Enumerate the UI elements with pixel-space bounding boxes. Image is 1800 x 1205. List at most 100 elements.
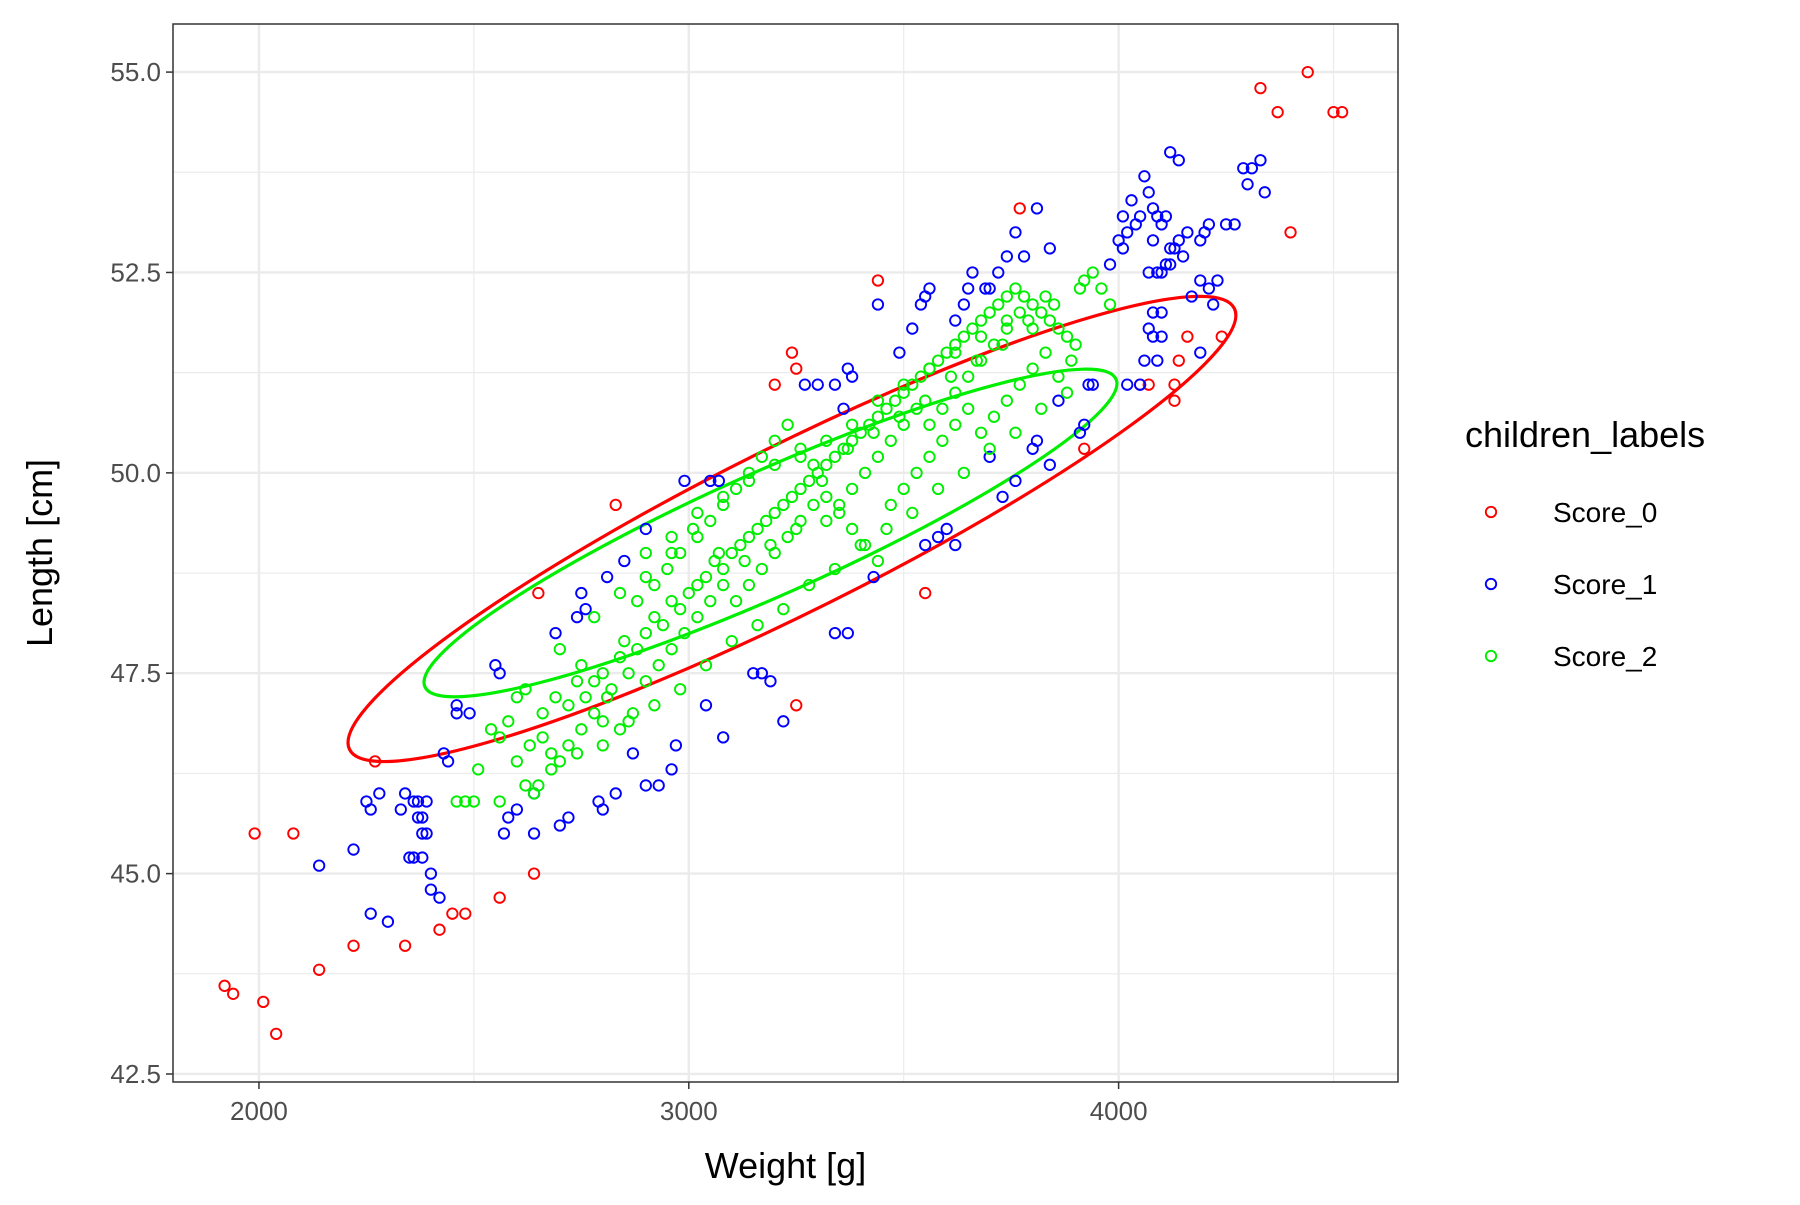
point-score-2	[738, 554, 751, 568]
point-score-1	[562, 811, 575, 824]
point-score-2	[656, 618, 670, 632]
point-score-2	[502, 715, 515, 728]
point-score-0	[790, 699, 803, 712]
point-score-1	[1000, 250, 1014, 263]
point-score-1	[1237, 162, 1250, 175]
point-score-0	[1271, 106, 1284, 119]
y-tick-label: 47.5	[110, 658, 161, 688]
point-score-1	[747, 667, 760, 680]
point-score-2	[1069, 338, 1082, 351]
x-tick-label: 4000	[1090, 1096, 1148, 1126]
point-score-2	[1039, 290, 1052, 303]
point-score-1	[416, 827, 429, 840]
point-score-2	[652, 659, 665, 672]
point-score-1	[1146, 234, 1160, 247]
point-score-2	[992, 298, 1005, 311]
point-score-1	[1185, 290, 1198, 303]
point-score-1	[312, 859, 326, 872]
point-score-2	[618, 635, 631, 648]
point-score-2	[704, 594, 717, 608]
point-score-2	[648, 578, 661, 592]
point-score-2	[962, 370, 975, 383]
point-score-1	[983, 450, 996, 463]
point-score-2	[691, 578, 704, 592]
point-score-1	[1172, 234, 1185, 247]
point-score-1	[1082, 378, 1095, 391]
point-score-0	[768, 378, 781, 391]
legend-key-score-2	[1484, 649, 1498, 663]
grid-layer	[173, 24, 1398, 1082]
point-score-2	[841, 442, 854, 455]
point-score-2	[459, 795, 472, 808]
axis-layer: 2000 3000 4000 42.5 45.0 47.5 50.0 52.5 55.0	[110, 57, 1147, 1126]
point-score-2	[493, 731, 506, 744]
point-score-1	[1245, 162, 1259, 175]
point-score-2	[949, 418, 962, 431]
point-score-1	[416, 811, 429, 824]
point-score-2	[1073, 282, 1087, 295]
y-tick-label: 45.0	[110, 859, 161, 889]
point-score-1	[1121, 378, 1134, 391]
point-score-1	[678, 474, 691, 488]
point-score-2	[820, 434, 833, 447]
point-score-1	[669, 739, 683, 752]
point-score-1	[1155, 330, 1168, 343]
point-score-0	[609, 498, 622, 512]
point-score-0	[248, 827, 261, 840]
point-score-1	[1207, 298, 1220, 311]
point-score-0	[312, 963, 326, 976]
point-score-1	[1219, 218, 1233, 231]
point-score-1	[1202, 282, 1216, 295]
point-score-2	[536, 707, 549, 720]
point-score-0	[1335, 106, 1349, 119]
point-score-2	[661, 562, 674, 576]
point-score-2	[794, 442, 807, 455]
point-score-0	[1181, 330, 1194, 343]
y-tick-label: 50.0	[110, 458, 161, 488]
point-score-2	[1026, 362, 1039, 375]
point-score-1	[1241, 178, 1254, 191]
point-score-2	[725, 635, 738, 648]
point-score-2	[536, 731, 549, 744]
point-score-2	[674, 546, 687, 560]
point-score-0	[871, 274, 885, 287]
legend: children_labels Score_0 Score_1 Score_2	[1465, 414, 1705, 672]
point-score-2	[871, 410, 885, 423]
point-score-2	[1039, 346, 1052, 359]
point-score-2	[570, 675, 584, 688]
point-score-2	[717, 498, 730, 512]
point-score-2	[742, 466, 756, 479]
point-score-2	[1103, 298, 1117, 311]
point-score-2	[1009, 282, 1022, 295]
point-score-2	[613, 586, 627, 600]
point-score-2	[785, 490, 799, 504]
point-score-2	[867, 426, 880, 439]
point-score-2	[764, 538, 777, 552]
point-score-2	[833, 506, 846, 520]
point-score-2	[1095, 282, 1108, 295]
point-score-2	[781, 418, 794, 431]
point-score-1	[1164, 242, 1177, 255]
point-score-1	[931, 530, 945, 544]
point-score-1	[841, 627, 854, 640]
point-score-1	[373, 787, 386, 800]
legend-label-score-0: Score_0	[1553, 497, 1657, 528]
point-score-1	[450, 707, 463, 720]
point-score-2	[691, 506, 704, 520]
point-score-2	[1026, 298, 1039, 311]
point-score-1	[411, 795, 425, 808]
point-score-2	[923, 450, 936, 463]
point-score-1	[940, 522, 953, 536]
point-score-1	[906, 322, 919, 335]
point-score-1	[1138, 170, 1151, 183]
point-score-2	[596, 667, 609, 680]
point-score-2	[639, 627, 652, 640]
point-score-2	[820, 458, 833, 471]
point-score-1	[553, 819, 566, 832]
point-score-2	[545, 763, 558, 776]
point-score-2	[545, 747, 558, 760]
point-score-2	[768, 458, 781, 471]
point-score-2	[742, 530, 756, 544]
